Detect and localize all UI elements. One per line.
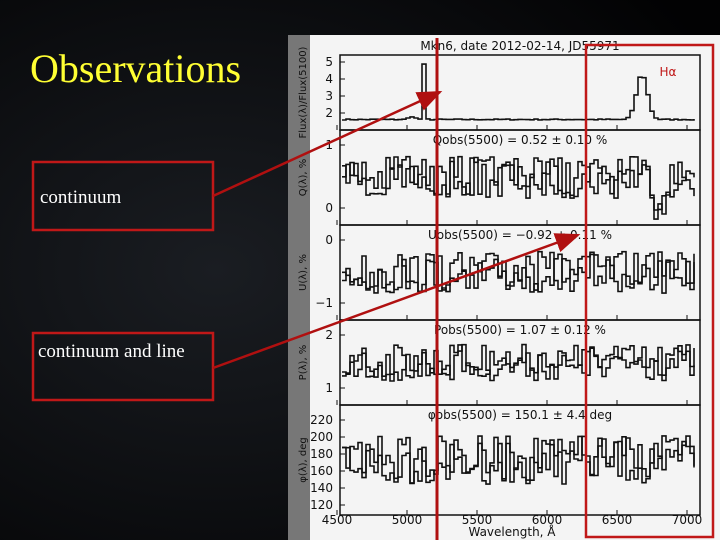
spectrum-trace — [342, 435, 695, 484]
y-axis-label: φ(λ), deg — [298, 437, 309, 483]
y-tick-label: 200 — [310, 430, 333, 444]
x-tick-label: 4500 — [322, 513, 353, 527]
y-tick-label: −1 — [315, 296, 333, 310]
y-tick-label: 220 — [310, 413, 333, 427]
panel-annotation: Pobs(5500) = 1.07 ± 0.12 % — [434, 323, 606, 337]
label-box — [31, 331, 215, 402]
x-tick-label: 5500 — [462, 513, 493, 527]
y-axis-label: U(λ), % — [298, 254, 309, 291]
figure-title: Mkn6, date 2012-02-14, JD55971 — [420, 39, 619, 53]
x-tick-label: 6500 — [602, 513, 633, 527]
y-tick-label: 3 — [325, 89, 333, 103]
panel-annotation: φobs(5500) = 150.1 ± 4.4 deg — [428, 408, 612, 422]
box-label: continuum — [40, 187, 121, 208]
y-axis-label: Q(λ), % — [298, 159, 309, 196]
y-axis-label: P(λ), % — [298, 345, 309, 381]
highlight-box — [584, 43, 715, 539]
arrow — [212, 90, 443, 198]
panel-annotation: Qobs(5500) = 0.52 ± 0.10 % — [433, 133, 608, 147]
y-tick-label: 140 — [310, 481, 333, 495]
x-tick-label: 6000 — [532, 513, 563, 527]
slide-title: Observations — [30, 46, 241, 91]
y-tick-label: 2 — [325, 328, 333, 342]
arrow — [212, 233, 581, 370]
y-axis-label: Flux(λ)/Flux(5100) — [298, 46, 309, 138]
spectrum-trace — [342, 343, 695, 381]
spectrum-trace — [342, 156, 695, 211]
figure-edge — [288, 35, 310, 540]
panel-annotation: Uobs(5500) = −0.92 ± 0.11 % — [428, 228, 612, 242]
box-label-wrap: continuum and line — [38, 341, 185, 362]
y-tick-label: 4 — [325, 72, 333, 86]
y-tick-label: 0 — [325, 233, 333, 247]
y-tick-label: 160 — [310, 464, 333, 478]
y-tick-label: 1 — [325, 138, 333, 152]
highlight-label: Hα — [660, 65, 677, 79]
y-tick-label: 180 — [310, 447, 333, 461]
y-tick-label: 0 — [325, 201, 333, 215]
y-tick-label: 1 — [325, 381, 333, 395]
box-label: continuum and line — [38, 341, 185, 362]
y-tick-label: 5 — [325, 55, 333, 69]
spectrum-trace — [342, 63, 695, 121]
spectrum-trace — [342, 250, 695, 294]
panel-frame — [339, 404, 701, 516]
y-tick-label: 120 — [310, 498, 333, 512]
plot: 4500 5000 5500 6000 6500 7000Flux(λ)/Flux(510… — [298, 46, 702, 527]
spectrum-trace — [342, 343, 695, 382]
spectrum-trace — [342, 435, 695, 485]
y-tick-label: 2 — [325, 106, 333, 120]
figure-background — [288, 35, 720, 540]
x-axis-label: Wavelength, Å — [468, 524, 556, 539]
x-tick-label: 5000 — [392, 513, 423, 527]
x-tick-label: 7000 — [672, 513, 703, 527]
